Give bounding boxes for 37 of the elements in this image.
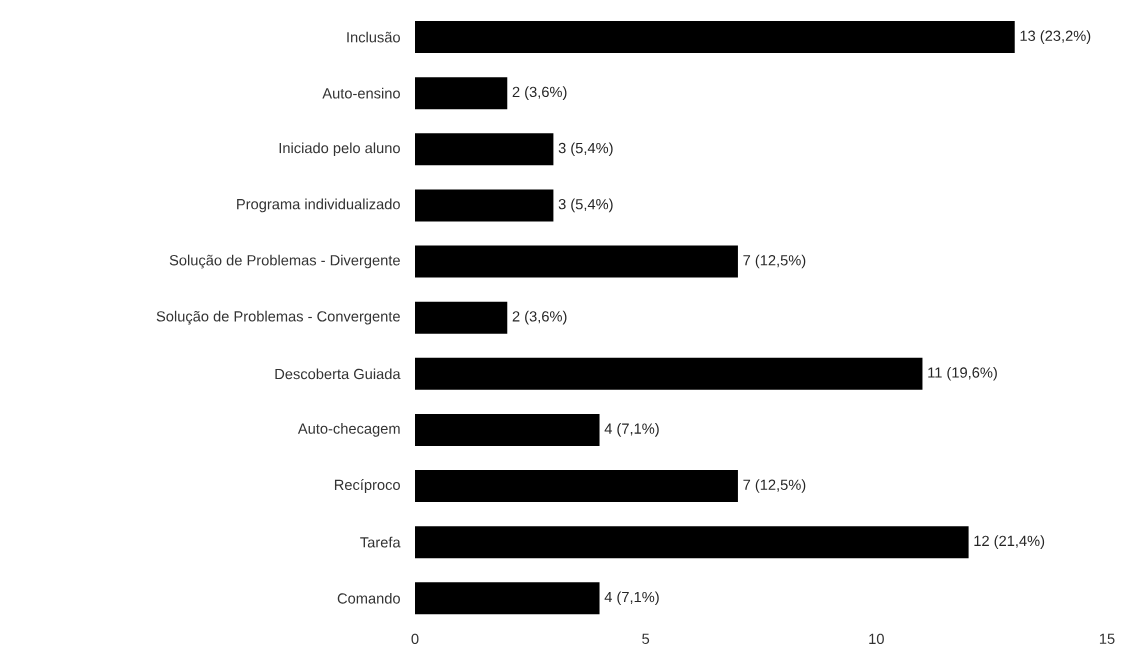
y-tick-label: Solução de Problemas - Convergente xyxy=(156,310,400,325)
bar xyxy=(415,526,969,559)
data-label: 13 (23,2%) xyxy=(1020,30,1091,44)
bar xyxy=(415,189,554,222)
x-tick-label: 15 xyxy=(1099,633,1115,644)
data-label: 3 (5,4%) xyxy=(558,142,613,157)
bar xyxy=(415,21,1015,54)
data-label: 3 (5,4%) xyxy=(558,198,613,213)
y-tick-label: Auto-checagem xyxy=(297,423,400,437)
y-tick-label: Descoberta Guiada xyxy=(275,368,401,380)
data-label: 7 (12,5%) xyxy=(743,254,806,269)
y-tick-label: Iniciado pelo aluno xyxy=(279,142,400,157)
bar xyxy=(415,133,554,166)
data-label: 7 (12,5%) xyxy=(743,479,806,493)
bar xyxy=(415,582,600,615)
data-label: 2 (3,6%) xyxy=(512,86,567,100)
bar xyxy=(415,470,738,503)
bar xyxy=(415,301,508,334)
data-label: 12 (21,4%) xyxy=(974,535,1045,549)
data-label: 2 (3,6%) xyxy=(512,310,567,325)
y-tick-label: Programa individualizado xyxy=(237,198,400,213)
y-tick-label: Tarefa xyxy=(360,536,401,548)
y-tick-label: Inclusão xyxy=(347,31,400,43)
data-label: 11 (19,6%) xyxy=(928,366,997,381)
data-label: 4 (7,1%) xyxy=(604,423,659,437)
y-tick-label: Recíproco xyxy=(334,479,400,493)
x-tick-label: 10 xyxy=(869,633,884,645)
y-tick-label: Auto-ensino xyxy=(322,87,400,99)
bar xyxy=(415,357,923,390)
bar xyxy=(415,413,600,446)
bar xyxy=(415,245,738,278)
y-tick-label: Solução de Problemas - Divergente xyxy=(169,254,400,269)
bar xyxy=(415,77,508,110)
data-label: 4 (7,1%) xyxy=(604,591,659,606)
x-tick-label: 0 xyxy=(411,633,419,645)
y-tick-label: Comando xyxy=(337,592,400,604)
x-tick-label: 5 xyxy=(642,633,650,644)
